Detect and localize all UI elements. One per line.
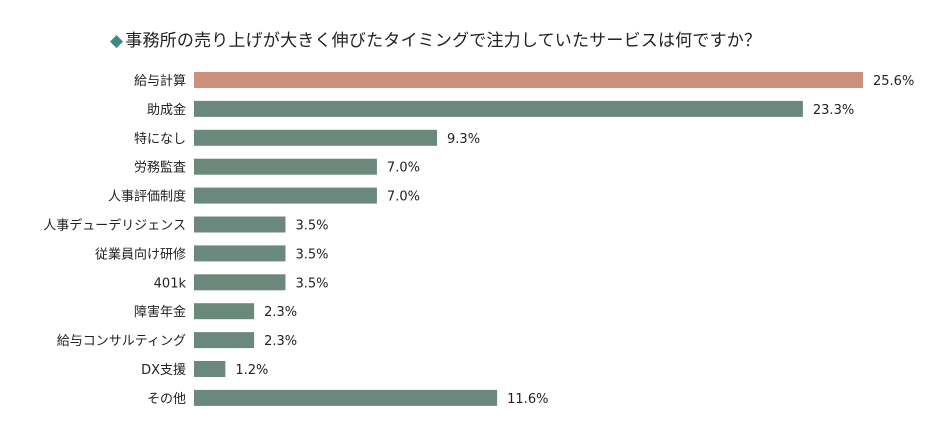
diamond-icon: ◆ — [110, 31, 124, 51]
bar — [194, 72, 863, 88]
bar — [194, 158, 377, 175]
bar — [194, 389, 498, 406]
value-label: 11.6% — [507, 392, 548, 407]
category-label: 従業員向け研修 — [95, 246, 186, 262]
bar — [194, 216, 286, 233]
chart-title: ◆ 事務所の売り上げが大きく伸びたタイミングで注力していたサービスは何ですか？ — [110, 26, 761, 51]
value-label: 3.5% — [295, 276, 328, 291]
bar — [194, 129, 438, 146]
value-label: 9.3% — [447, 132, 480, 147]
category-label: 特になし — [134, 132, 186, 147]
category-label: 障害年金 — [134, 304, 186, 320]
bar — [194, 245, 286, 262]
category-label: DX支援 — [141, 363, 186, 378]
value-label: 3.5% — [295, 219, 328, 234]
value-label: 3.5% — [295, 247, 328, 262]
value-label: 7.0% — [387, 190, 420, 205]
value-label: 1.2% — [235, 363, 268, 378]
bar — [194, 332, 255, 349]
bar — [194, 303, 255, 320]
value-label: 2.3% — [264, 305, 297, 320]
value-label: 2.3% — [264, 334, 297, 349]
bar — [194, 274, 286, 291]
value-label: 7.0% — [387, 161, 420, 176]
category-label: 人事評価制度 — [108, 189, 186, 205]
chart-title-text: 事務所の売り上げが大きく伸びたタイミングで注力していたサービスは何ですか？ — [125, 31, 762, 51]
category-label: その他 — [147, 392, 186, 407]
category-label: 人事デューデリジェンス — [43, 218, 186, 234]
category-label: 給与計算 — [134, 73, 186, 89]
value-label: 25.6% — [873, 74, 914, 89]
bar — [194, 100, 803, 117]
category-label: 助成金 — [147, 102, 186, 118]
bar — [194, 361, 226, 377]
category-label: 401k — [154, 276, 187, 291]
value-label: 23.3% — [813, 103, 854, 118]
category-label: 給与コンサルティング — [57, 334, 186, 349]
category-label: 労務監査 — [134, 160, 186, 176]
bar — [194, 187, 377, 204]
